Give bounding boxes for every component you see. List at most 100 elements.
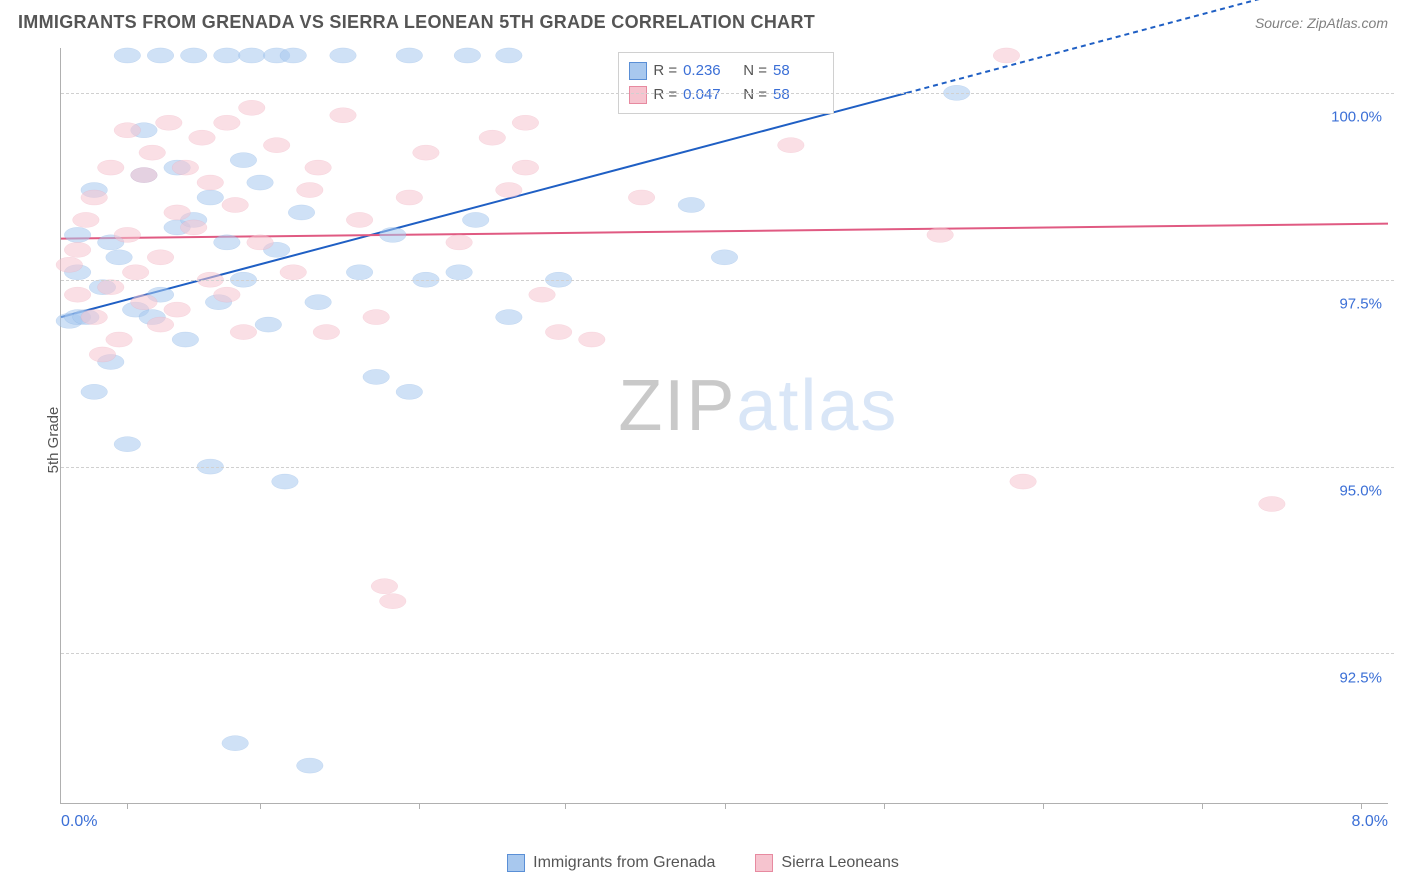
data-point <box>379 594 406 609</box>
x-tick <box>565 803 566 809</box>
data-point <box>247 235 274 250</box>
legend-item: Sierra Leoneans <box>755 854 898 872</box>
data-point <box>238 100 265 115</box>
data-point <box>297 758 324 773</box>
data-point <box>1259 496 1286 511</box>
data-point <box>711 250 738 265</box>
x-tick <box>884 803 885 809</box>
data-point <box>56 257 83 272</box>
data-point <box>993 48 1020 63</box>
legend-row: R =0.236 N =58 <box>629 59 823 83</box>
data-point <box>122 265 149 280</box>
gridline <box>61 653 1394 654</box>
legend-r-label: R = <box>653 59 677 83</box>
legend-label: Immigrants from Grenada <box>533 854 715 872</box>
data-point <box>197 190 224 205</box>
data-point <box>512 160 539 175</box>
data-point <box>164 302 191 317</box>
data-point <box>346 212 373 227</box>
data-point <box>147 48 174 63</box>
data-point <box>371 579 398 594</box>
data-point <box>197 175 224 190</box>
data-point <box>114 227 141 242</box>
data-point <box>330 48 357 63</box>
x-tick <box>725 803 726 809</box>
x-tick <box>127 803 128 809</box>
data-point <box>81 384 108 399</box>
legend-swatch <box>507 854 525 872</box>
gridline <box>61 467 1394 468</box>
x-axis-max-label: 8.0% <box>1352 813 1388 831</box>
data-point <box>263 138 290 153</box>
scatter-points <box>61 48 1388 803</box>
data-point <box>131 168 158 183</box>
data-point <box>379 227 406 242</box>
data-point <box>479 130 506 145</box>
data-point <box>73 212 100 227</box>
data-point <box>81 190 108 205</box>
data-point <box>131 295 158 310</box>
data-point <box>272 474 299 489</box>
series-legend: Immigrants from Grenada Sierra Leoneans <box>0 854 1406 872</box>
data-point <box>214 48 241 63</box>
data-point <box>164 205 191 220</box>
legend-item: Immigrants from Grenada <box>507 854 715 872</box>
data-point <box>1010 474 1037 489</box>
data-point <box>496 310 523 325</box>
data-point <box>330 108 357 123</box>
correlation-legend: R =0.236 N =58R =0.047 N =58 <box>618 52 834 114</box>
data-point <box>180 48 207 63</box>
data-point <box>156 115 183 130</box>
data-point <box>297 182 324 197</box>
gridline <box>61 93 1394 94</box>
x-tick <box>419 803 420 809</box>
data-point <box>238 48 265 63</box>
data-point <box>280 265 307 280</box>
legend-n-label: N = <box>739 59 767 83</box>
data-point <box>454 48 481 63</box>
data-point <box>147 250 174 265</box>
data-point <box>222 197 249 212</box>
legend-r-value: 0.236 <box>683 59 733 83</box>
y-tick-label: 100.0% <box>1331 109 1382 126</box>
y-tick-label: 97.5% <box>1339 295 1382 312</box>
data-point <box>189 130 216 145</box>
data-point <box>628 190 655 205</box>
data-point <box>97 280 124 295</box>
data-point <box>222 736 249 751</box>
x-axis-min-label: 0.0% <box>61 813 97 831</box>
legend-swatch <box>629 62 647 80</box>
legend-n-value: 58 <box>773 59 823 83</box>
data-point <box>81 310 108 325</box>
data-point <box>512 115 539 130</box>
data-point <box>64 287 91 302</box>
x-tick <box>260 803 261 809</box>
data-point <box>462 212 489 227</box>
legend-r-label: R = <box>653 83 677 107</box>
legend-r-value: 0.047 <box>683 83 733 107</box>
y-tick-label: 95.0% <box>1339 482 1382 499</box>
data-point <box>106 250 133 265</box>
data-point <box>106 332 133 347</box>
data-point <box>396 48 423 63</box>
source-attribution: Source: ZipAtlas.com <box>1255 15 1388 31</box>
data-point <box>305 295 332 310</box>
legend-n-value: 58 <box>773 83 823 107</box>
data-point <box>180 220 207 235</box>
data-point <box>288 205 315 220</box>
data-point <box>446 235 473 250</box>
legend-row: R =0.047 N =58 <box>629 83 823 107</box>
data-point <box>214 235 241 250</box>
data-point <box>313 325 340 340</box>
data-point <box>214 287 241 302</box>
data-point <box>496 48 523 63</box>
x-tick <box>1043 803 1044 809</box>
data-point <box>172 160 199 175</box>
x-tick <box>1361 803 1362 809</box>
legend-swatch <box>629 86 647 104</box>
legend-n-label: N = <box>739 83 767 107</box>
data-point <box>230 153 257 168</box>
data-point <box>247 175 274 190</box>
data-point <box>529 287 556 302</box>
data-point <box>214 115 241 130</box>
